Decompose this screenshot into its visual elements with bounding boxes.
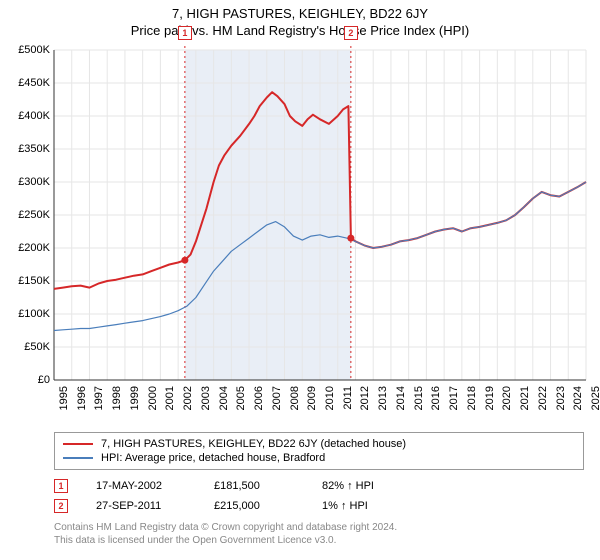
x-axis-label: 2010 — [324, 386, 336, 410]
x-axis-label: 2017 — [448, 386, 460, 410]
sales-table: 1 17-MAY-2002 £181,500 82% ↑ HPI 2 27-SEP-201… — [54, 476, 584, 516]
y-axis-label: £100K — [0, 308, 50, 320]
x-axis-label: 2012 — [359, 386, 371, 410]
x-axis-label: 2001 — [164, 386, 176, 410]
x-axis-label: 1996 — [76, 386, 88, 410]
legend-swatch — [63, 443, 93, 445]
footer-line-1: Contains HM Land Registry data © Crown c… — [54, 522, 584, 535]
sale-row: 2 27-SEP-2011 £215,000 1% ↑ HPI — [54, 496, 584, 516]
x-axis-label: 2025 — [590, 386, 600, 410]
legend-label: HPI: Average price, detached house, Brad… — [101, 452, 325, 464]
x-axis-label: 1999 — [129, 386, 141, 410]
chart-container: 7, HIGH PASTURES, KEIGHLEY, BD22 6JY Pri… — [0, 0, 600, 560]
y-axis-label: £200K — [0, 242, 50, 254]
legend-item: HPI: Average price, detached house, Brad… — [63, 451, 575, 465]
x-axis-label: 1997 — [93, 386, 105, 410]
chart-subtitle: Price paid vs. HM Land Registry's House … — [0, 21, 600, 42]
y-axis-label: £400K — [0, 110, 50, 122]
y-axis-label: £50K — [0, 341, 50, 353]
x-axis-label: 2009 — [306, 386, 318, 410]
x-axis-label: 2016 — [430, 386, 442, 410]
x-axis-label: 2024 — [572, 386, 584, 410]
x-axis-label: 2004 — [218, 386, 230, 410]
x-axis-label: 2002 — [182, 386, 194, 410]
y-axis-label: £150K — [0, 275, 50, 287]
y-axis-label: £250K — [0, 209, 50, 221]
sale-date: 27-SEP-2011 — [96, 500, 186, 512]
y-axis-label: £300K — [0, 176, 50, 188]
legend-item: 7, HIGH PASTURES, KEIGHLEY, BD22 6JY (de… — [63, 437, 575, 451]
x-axis-label: 2021 — [519, 386, 531, 410]
sale-price: £181,500 — [214, 480, 294, 492]
x-axis-label: 2013 — [377, 386, 389, 410]
x-axis-label: 2020 — [501, 386, 513, 410]
x-axis-label: 2006 — [253, 386, 265, 410]
y-axis-label: £350K — [0, 143, 50, 155]
y-axis-label: £500K — [0, 44, 50, 56]
footer-line-2: This data is licensed under the Open Gov… — [54, 535, 584, 548]
chart-title: 7, HIGH PASTURES, KEIGHLEY, BD22 6JY — [0, 0, 600, 21]
chart-plot-area: £0 £50K £100K £150K £200K £250K £300K £350K £400… — [0, 42, 600, 426]
x-axis-label: 2005 — [235, 386, 247, 410]
legend-swatch — [63, 457, 93, 458]
x-axis-label: 2019 — [484, 386, 496, 410]
sale-hpi: 82% ↑ HPI — [322, 480, 412, 492]
legend: 7, HIGH PASTURES, KEIGHLEY, BD22 6JY (de… — [54, 432, 584, 470]
x-axis-label: 2003 — [200, 386, 212, 410]
x-axis-label: 2018 — [466, 386, 478, 410]
x-axis-label: 2008 — [289, 386, 301, 410]
x-axis-label: 2014 — [395, 386, 407, 410]
x-axis-label: 2023 — [555, 386, 567, 410]
legend-label: 7, HIGH PASTURES, KEIGHLEY, BD22 6JY (de… — [101, 438, 406, 450]
x-axis-label: 2011 — [342, 386, 354, 410]
sale-marker-icon: 1 — [54, 479, 68, 493]
sale-marker-1: 1 — [178, 26, 192, 40]
sale-date: 17-MAY-2002 — [96, 480, 186, 492]
sale-row: 1 17-MAY-2002 £181,500 82% ↑ HPI — [54, 476, 584, 496]
y-axis-label: £450K — [0, 77, 50, 89]
y-axis-label: £0 — [0, 374, 50, 386]
sale-marker-2: 2 — [344, 26, 358, 40]
x-axis-label: 1998 — [111, 386, 123, 410]
sale-marker-icon: 2 — [54, 499, 68, 513]
x-axis-label: 2015 — [413, 386, 425, 410]
x-axis-label: 2000 — [147, 386, 159, 410]
x-axis-label: 2022 — [537, 386, 549, 410]
sale-hpi: 1% ↑ HPI — [322, 500, 412, 512]
x-axis-label: 2007 — [271, 386, 283, 410]
x-axis-label: 1995 — [58, 386, 70, 410]
sale-price: £215,000 — [214, 500, 294, 512]
chart-svg — [0, 42, 600, 426]
footer: Contains HM Land Registry data © Crown c… — [54, 522, 584, 547]
